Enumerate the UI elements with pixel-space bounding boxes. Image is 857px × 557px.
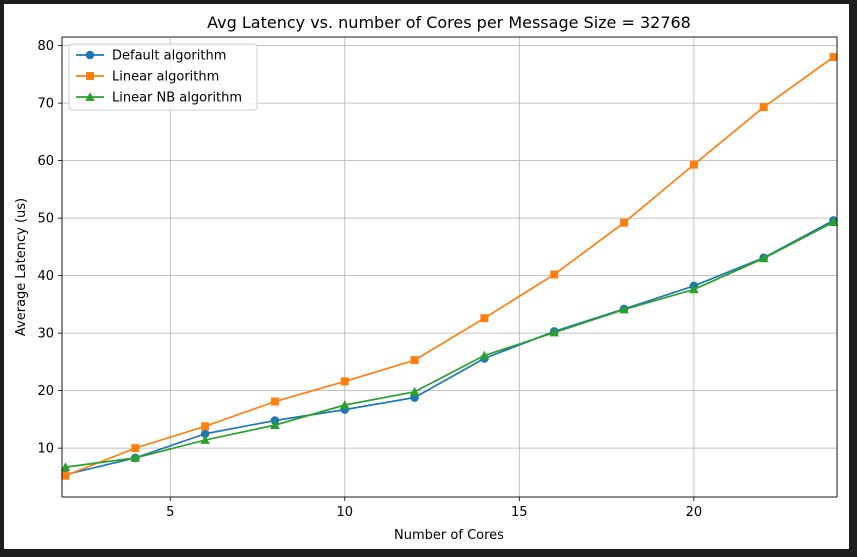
linear-nb-algorithm-point [828, 217, 839, 226]
linear-algorithm-point [689, 160, 698, 169]
linear-algorithm-point [131, 444, 140, 453]
series-group [60, 53, 839, 480]
default-algorithm-point [200, 429, 210, 439]
linear-nb-algorithm-point [619, 304, 629, 314]
linear-algorithm-point [270, 397, 279, 406]
legend-swatch-marker [85, 50, 95, 60]
y-tick-label: 30 [37, 327, 54, 342]
linear-nb-algorithm-point [549, 327, 560, 337]
linear-nb-algorithm-point [130, 453, 141, 462]
linear-nb-algorithm-point [409, 386, 420, 396]
x-tick-label: 15 [511, 505, 528, 520]
linear-nb-algorithm-line [65, 221, 834, 468]
legend: Default algorithm Linear algorithm Linear … [68, 43, 258, 111]
linear-nb-algorithm-point [758, 253, 769, 263]
linear-algorithm-point [61, 471, 70, 480]
linear-nb-algorithm-point [479, 350, 490, 360]
y-tick-label: 80 [37, 39, 54, 54]
x-ticks: 510152025 [166, 497, 703, 520]
linear-nb-algorithm-point [339, 400, 350, 409]
chart-title: Avg Latency vs. number of Cores per Mess… [207, 13, 691, 32]
chart-frame: Avg Latency vs. number of Cores per Mess… [4, 4, 849, 549]
legend-label-linear-algorithm: Linear algorithm [112, 70, 219, 85]
y-tick-label: 50 [37, 212, 54, 227]
linear-algorithm-point [620, 218, 629, 227]
y-tick-label: 60 [37, 154, 54, 169]
legend-swatch-marker [85, 92, 95, 101]
x-tick-label: 20 [686, 505, 703, 520]
linear-algorithm-series [61, 53, 838, 480]
y-ticks: 10 20 30 40 50 60 70 80 [37, 39, 62, 457]
y-tick-label: 20 [37, 384, 54, 399]
legend-label-default-algorithm: Default algorithm [112, 49, 226, 64]
linear-nb-algorithm-point [689, 284, 699, 294]
linear-algorithm-point [410, 356, 419, 365]
linear-algorithm-line [65, 56, 835, 477]
legend-box [68, 43, 258, 111]
default-algorithm-line [65, 219, 834, 476]
y-tick-label: 70 [37, 97, 54, 112]
legend-swatch-marker [86, 72, 94, 80]
linear-algorithm-point [201, 422, 210, 431]
linear-nb-algorithm-point [60, 462, 71, 471]
x-tick-label: 10 [336, 505, 353, 520]
y-tick-label: 10 [37, 442, 54, 457]
linear-algorithm-point [759, 103, 768, 112]
line-chart: Avg Latency vs. number of Cores per Mess… [14, 13, 839, 543]
plot-border [61, 36, 838, 498]
linear-algorithm-point [550, 270, 559, 279]
linear-nb-algorithm-point [200, 435, 210, 444]
linear-algorithm-point [829, 53, 838, 62]
legend-label-linear-nb-algorithm: Linear NB algorithm [112, 91, 242, 106]
x-axis-label: Number of Cores [394, 528, 504, 543]
x-tick-label: 5 [166, 505, 174, 520]
y-axis-label: Average Latency (us) [14, 198, 29, 336]
linear-nb-algorithm-series [60, 217, 839, 471]
default-algorithm-series [61, 216, 838, 479]
y-tick-label: 40 [37, 269, 54, 284]
linear-nb-algorithm-point [270, 420, 280, 429]
linear-algorithm-point [340, 377, 349, 386]
linear-algorithm-point [480, 314, 489, 323]
